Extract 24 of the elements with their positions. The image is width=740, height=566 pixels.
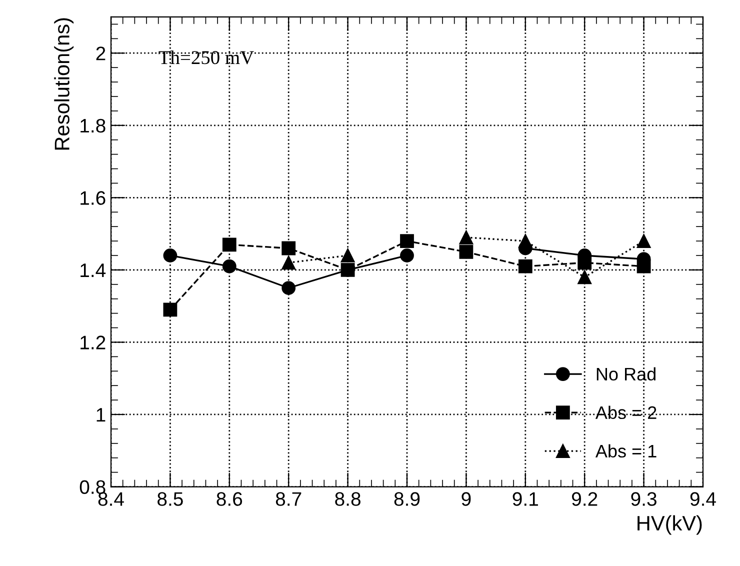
x-axis-title: HV(kV) xyxy=(638,515,702,535)
x-tick-label: 9.2 xyxy=(572,492,598,506)
y-tick-label: 2 xyxy=(96,46,106,60)
x-tick-label: 8.4 xyxy=(98,492,124,506)
x-tick-label: 9.4 xyxy=(690,492,716,506)
x-tick-label: 8.7 xyxy=(276,492,302,506)
x-tick-label: 8.9 xyxy=(394,492,420,506)
legend-label: No Rad xyxy=(596,367,656,381)
x-tick-label: 9.3 xyxy=(631,492,656,506)
y-tick-label: 1.4 xyxy=(80,264,106,277)
y-tick-label: 1 xyxy=(96,408,106,422)
y-tick-label: 1.2 xyxy=(80,336,106,350)
legend-label: Abs = 1 xyxy=(595,444,656,458)
y-axis-title: Resolution(ns) xyxy=(54,18,74,150)
x-tick-label: 8.6 xyxy=(216,492,242,506)
x-tick-label: 9 xyxy=(462,492,471,506)
annotation: Th=250 mV xyxy=(158,50,254,64)
y-tick-label: 1.8 xyxy=(80,118,106,133)
x-tick-label: 9.1 xyxy=(512,492,538,506)
legend-label: Abs = 2 xyxy=(595,406,656,420)
x-tick-label: 8.8 xyxy=(335,492,360,506)
x-tick-label: 8.5 xyxy=(158,492,183,506)
y-tick-label: 1.6 xyxy=(80,191,106,205)
y-tick-label: 0.8 xyxy=(80,480,106,494)
